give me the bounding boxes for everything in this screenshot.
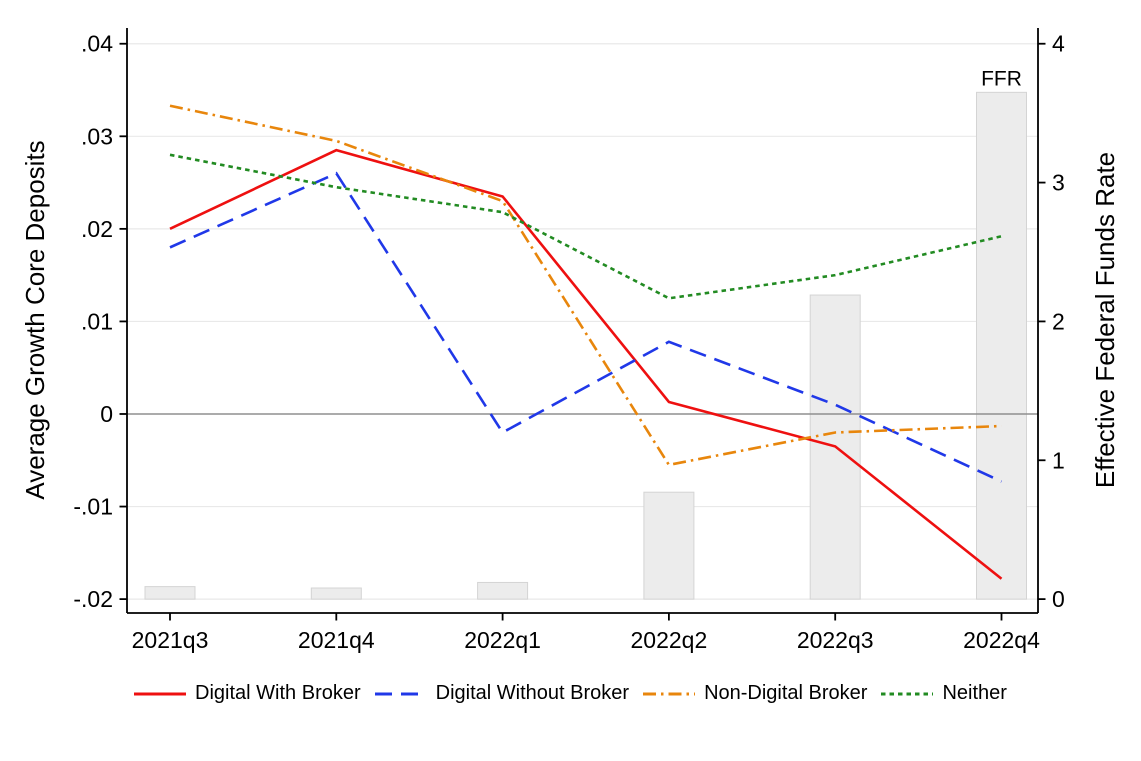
gridlines	[127, 43, 1038, 600]
ffr-bar	[809, 294, 861, 600]
ffr-bar	[310, 587, 362, 600]
legend-item-non-digital-broker: Non-Digital Broker	[643, 682, 867, 705]
x-axis-tick-label: 2022q2	[631, 627, 708, 653]
ffr-annotation: FFR	[981, 67, 1022, 90]
legend-line-sample-dashed	[374, 692, 427, 695]
left-axis-tick-label: 0	[100, 401, 113, 427]
series-line-digital-without-broker	[169, 171, 1003, 483]
ffr-bar	[477, 581, 529, 600]
x-axis-tick-label: 2021q3	[132, 627, 209, 653]
legend-item-digital-with-broker: Digital With Broker	[134, 682, 361, 705]
left-axis-tick-label: -.01	[73, 494, 113, 520]
ffr-bar	[976, 91, 1027, 600]
legend-label: Digital Without Broker	[435, 682, 630, 704]
left-axis-tick-label: .01	[81, 308, 113, 334]
series-lines	[169, 104, 1003, 580]
series-line-neither	[169, 153, 1002, 300]
left-axis-tick-label: .03	[81, 123, 113, 149]
legend: Digital With Broker Digital Without Brok…	[0, 682, 1141, 705]
tick-labels: .04 .03 .02 .01 0 -.01 -.02 4 3 2 1 0 2021q3 2021q4 20…	[73, 31, 1065, 653]
ffr-bar	[144, 586, 196, 600]
x-axis-tick-label: 2022q4	[963, 627, 1040, 653]
legend-line-sample-dash-dot	[643, 692, 696, 695]
legend-item-neither: Neither	[881, 682, 1007, 705]
legend-label: Neither	[942, 682, 1007, 704]
left-axis-tick-label: .02	[81, 216, 113, 242]
legend-label: Digital With Broker	[195, 682, 361, 704]
right-axis-tick-label: 1	[1052, 447, 1065, 473]
left-axis-title: Average Growth Core Deposits	[20, 140, 50, 499]
legend-label: Non-Digital Broker	[704, 682, 868, 704]
x-axis-tick-label: 2021q4	[298, 627, 375, 653]
legend-line-sample-solid	[134, 692, 187, 695]
right-axis-tick-label: 3	[1052, 170, 1065, 196]
left-axis-tick-label: -.02	[73, 586, 113, 612]
right-axis-title: Effective Federal Funds Rate	[1090, 152, 1120, 488]
ffr-bars	[144, 91, 1027, 600]
left-axis-tick-label: .04	[81, 31, 113, 57]
legend-line-sample-short-dash	[881, 692, 934, 695]
legend-item-digital-without-broker: Digital Without Broker	[374, 682, 630, 705]
right-axis-tick-label: 2	[1052, 308, 1065, 334]
axes-and-ticks	[119, 28, 1046, 621]
series-line-digital-with-broker	[169, 148, 1003, 580]
chart-canvas: .04 .03 .02 .01 0 -.01 -.02 4 3 2 1 0 2021q3 2021q4 20…	[20, 28, 1120, 653]
series-line-non-digital-broker	[169, 104, 1002, 467]
x-axis-tick-label: 2022q3	[797, 627, 874, 653]
right-axis-tick-label: 4	[1052, 31, 1065, 57]
right-axis-tick-label: 0	[1052, 586, 1065, 612]
x-axis-tick-label: 2022q1	[464, 627, 541, 653]
ffr-bar	[643, 491, 695, 600]
